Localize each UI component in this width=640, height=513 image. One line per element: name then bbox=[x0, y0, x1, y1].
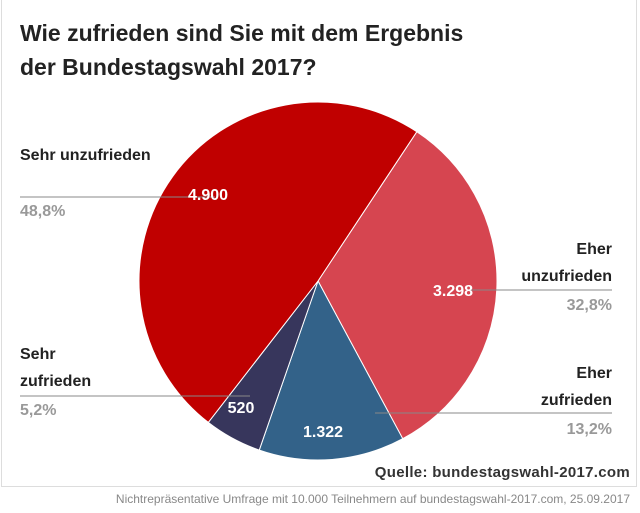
percent-eher-zufrieden: 13,2% bbox=[566, 421, 612, 438]
pie-slice-sehr-unzufrieden bbox=[138, 101, 418, 424]
pie-slice-eher-unzufrieden bbox=[317, 131, 498, 440]
legend-label-sehr-unzufrieden: Sehr unzufrieden bbox=[20, 147, 151, 164]
legend-label-sehr-zufrieden: Sehr zufrieden bbox=[20, 346, 92, 390]
value-label-sehr-zufrieden: 520 bbox=[228, 400, 255, 417]
value-label-eher-unzufrieden: 3.298 bbox=[433, 283, 473, 300]
value-label-sehr-unzufrieden: 4.900 bbox=[188, 187, 228, 204]
chart-frame bbox=[1, 0, 637, 487]
percent-sehr-unzufrieden: 48,8% bbox=[20, 203, 66, 220]
legend-label-eher-unzufrieden: Eher unzufrieden bbox=[521, 241, 612, 285]
source-label: Quelle: bundestagswahl-2017.com bbox=[374, 464, 630, 481]
value-label-eher-zufrieden: 1.322 bbox=[303, 424, 343, 441]
pie-slice-eher-zufrieden bbox=[258, 279, 404, 461]
chart-title: Wie zufrieden sind Sie mit dem Ergebnis … bbox=[20, 20, 464, 80]
percent-sehr-zufrieden: 5,2% bbox=[20, 402, 57, 419]
footnote: Nichtrepräsentative Umfrage mit 10.000 T… bbox=[115, 492, 630, 506]
percent-eher-unzufrieden: 32,8% bbox=[566, 297, 612, 314]
legend-label-eher-zufrieden: Eher zufrieden bbox=[540, 365, 612, 409]
